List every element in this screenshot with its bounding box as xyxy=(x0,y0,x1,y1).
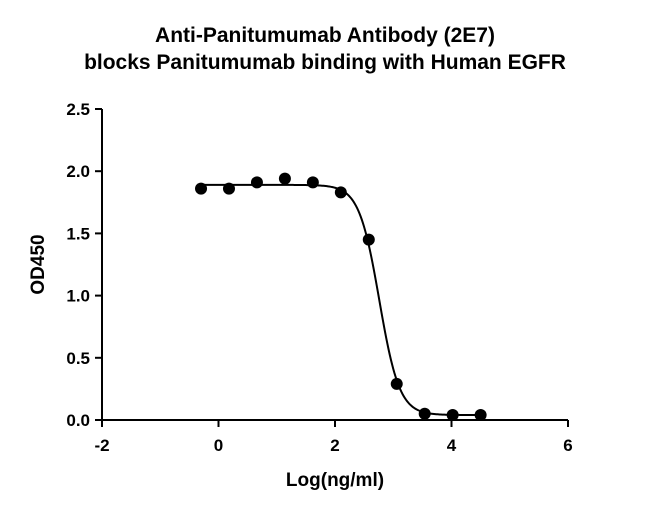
chart-title-line-1: Anti-Panitumumab Antibody (2E7) xyxy=(155,24,495,47)
chart-title: Anti-Panitumumab Antibody (2E7) blocks P… xyxy=(0,22,650,76)
data-points xyxy=(195,172,487,422)
data-point xyxy=(278,172,291,185)
y-tick-label: 0.0 xyxy=(66,411,90,430)
data-point xyxy=(418,407,431,420)
data-point xyxy=(306,176,319,189)
ticks: 0.0 0.5 1.0 1.5 2.0 2.5 -2 0 2 4 6 xyxy=(66,100,572,455)
data-point xyxy=(334,186,347,199)
y-tick-label: 1.5 xyxy=(66,224,90,243)
x-tick-label: 4 xyxy=(447,436,457,455)
y-tick-label: 2.5 xyxy=(66,100,90,119)
axes xyxy=(101,109,568,421)
data-point xyxy=(474,409,487,422)
y-tick-label: 2.0 xyxy=(66,162,90,181)
data-point xyxy=(362,233,375,246)
y-axis-title: OD450 xyxy=(28,234,49,294)
y-tick-label: 0.5 xyxy=(66,349,90,368)
x-tick-label: 2 xyxy=(330,436,339,455)
y-tick-label: 1.0 xyxy=(66,287,90,306)
data-point xyxy=(390,377,403,390)
x-tick-label: 0 xyxy=(214,436,223,455)
data-point xyxy=(446,409,459,422)
data-point xyxy=(195,182,208,195)
chart-title-line-2: blocks Panitumumab binding with Human EG… xyxy=(84,51,566,74)
x-axis-title: Log(ng/ml) xyxy=(286,470,384,491)
x-tick-label: 6 xyxy=(563,436,572,455)
data-point xyxy=(222,182,235,195)
data-point xyxy=(250,176,263,189)
fit-curve xyxy=(201,183,481,417)
x-tick-label: -2 xyxy=(94,436,109,455)
